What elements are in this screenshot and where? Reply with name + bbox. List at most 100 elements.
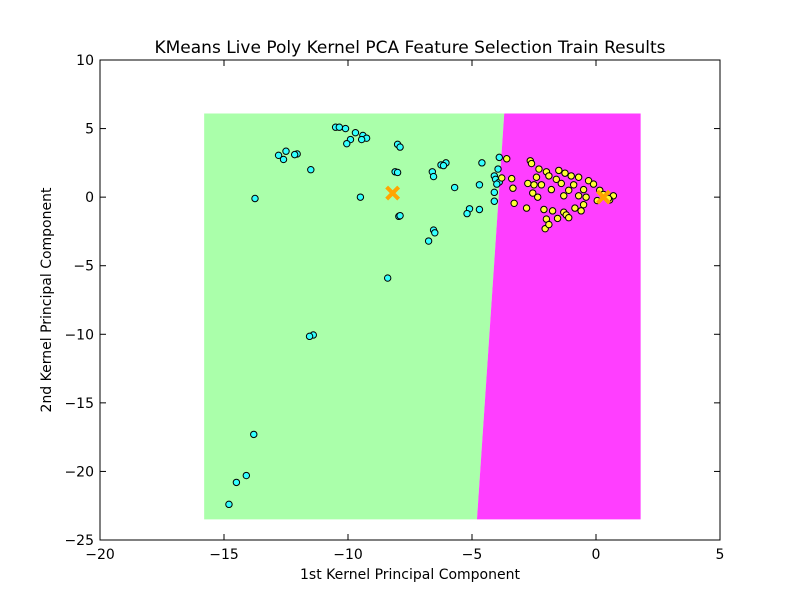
scatter-point-cluster-1 xyxy=(498,174,506,182)
scatter-point-cluster-0 xyxy=(393,168,402,177)
scatter-point-cluster-0 xyxy=(274,151,283,160)
scatter-point-cluster-0 xyxy=(335,123,344,131)
x-axis: −20 −15 −10 −5 0 5 xyxy=(85,60,724,563)
scatter-point-cluster-1 xyxy=(565,214,573,222)
scatter-point-cluster-0 xyxy=(351,128,360,137)
scatter-point-cluster-0 xyxy=(450,183,459,192)
y-axis-label: 2nd Kernel Principal Component xyxy=(39,187,55,412)
x-tick-label: 0 xyxy=(592,547,601,563)
scatter-point-cluster-0 xyxy=(242,471,251,480)
scatter-point-cluster-0 xyxy=(225,500,233,509)
scatter-point-cluster-0 xyxy=(490,197,499,205)
x-axis-label: 1st Kernel Principal Component xyxy=(300,567,520,583)
scatter-point-cluster-1 xyxy=(545,220,553,229)
scatter-point-cluster-1 xyxy=(530,181,538,189)
cluster-centroids xyxy=(385,185,611,205)
scatter-point-cluster-1 xyxy=(579,200,588,209)
scatter-point-cluster-1 xyxy=(532,173,541,181)
centroid-marker xyxy=(596,189,611,205)
scatter-point-cluster-1 xyxy=(547,185,556,194)
scatter-point-cluster-1 xyxy=(567,172,575,180)
scatter-point-cluster-0 xyxy=(495,153,503,162)
scatter-point-cluster-0 xyxy=(463,209,471,218)
scatter-point-cluster-0 xyxy=(290,150,299,159)
scatter-point-cluster-1 xyxy=(510,199,518,208)
scatter-point-cluster-0 xyxy=(279,155,288,164)
scatter-point-cluster-1 xyxy=(557,179,565,188)
scatter-point-cluster-1 xyxy=(524,179,532,188)
scatter-point-cluster-1 xyxy=(507,174,516,183)
scatter-point-cluster-1 xyxy=(561,169,569,177)
scatter-point-cluster-1 xyxy=(509,184,517,192)
scatter-points xyxy=(225,123,618,509)
scatter-point-cluster-0 xyxy=(282,147,290,155)
x-tick-label: −5 xyxy=(462,547,483,563)
scatter-point-cluster-0 xyxy=(305,332,314,341)
scatter-point-cluster-0 xyxy=(250,430,258,439)
scatter-point-cluster-0 xyxy=(475,205,484,214)
y-axis: −25 −20 −15 −10 −5 0 5 10 xyxy=(64,53,720,549)
plot-frame xyxy=(99,59,721,541)
scatter-point-cluster-1 xyxy=(589,180,598,188)
scatter-point-cluster-0 xyxy=(383,274,392,282)
scatter-point-cluster-1 xyxy=(503,155,511,163)
chart-title: KMeans Live Poly Kernel PCA Feature Sele… xyxy=(154,38,665,58)
scatter-point-cluster-0 xyxy=(490,188,499,197)
scatter-point-cluster-1 xyxy=(574,192,583,200)
scatter-point-cluster-1 xyxy=(574,173,583,181)
scatter-point-cluster-0 xyxy=(396,211,404,220)
y-tick-label: 10 xyxy=(76,53,94,69)
scatter-point-cluster-1 xyxy=(529,189,537,197)
scatter-point-cluster-0 xyxy=(475,181,484,189)
scatter-point-cluster-1 xyxy=(555,166,563,175)
scatter-point-cluster-1 xyxy=(553,214,562,223)
scatter-point-cluster-0 xyxy=(341,124,350,133)
y-tick-label: 0 xyxy=(85,190,94,206)
decision-region-cluster-1 xyxy=(476,113,641,520)
scatter-point-cluster-0 xyxy=(494,165,502,173)
scatter-point-cluster-1 xyxy=(545,172,553,180)
scatter-point-cluster-0 xyxy=(357,135,366,144)
x-tick-label: −20 xyxy=(85,547,115,563)
scatter-point-cluster-1 xyxy=(540,205,548,214)
centroid-marker xyxy=(385,185,401,201)
scatter-point-cluster-1 xyxy=(527,159,536,168)
scatter-point-cluster-1 xyxy=(560,192,568,200)
y-tick-label: −25 xyxy=(64,533,94,549)
scatter-point-cluster-0 xyxy=(424,237,433,245)
scatter-point-cluster-1 xyxy=(522,204,531,212)
decision-regions xyxy=(204,113,641,520)
scatter-point-cluster-1 xyxy=(584,176,593,185)
scatter-point-cluster-1 xyxy=(548,207,557,215)
x-tick-label: −15 xyxy=(209,547,239,563)
scatter-point-cluster-0 xyxy=(251,194,259,203)
scatter-point-cluster-0 xyxy=(307,166,315,174)
scatter-point-cluster-1 xyxy=(569,181,578,189)
scatter-point-cluster-1 xyxy=(552,175,561,184)
scatter-point-cluster-1 xyxy=(579,185,588,194)
scatter-point-cluster-1 xyxy=(535,165,543,173)
y-tick-label: −15 xyxy=(64,396,94,412)
scatter-point-cluster-1 xyxy=(582,193,590,201)
y-tick-label: −20 xyxy=(64,464,94,480)
scatter-point-cluster-1 xyxy=(577,207,585,215)
scatter-point-cluster-0 xyxy=(396,143,404,151)
decision-region-cluster-0 xyxy=(204,113,505,520)
scatter-point-cluster-0 xyxy=(431,229,439,237)
scatter-point-cluster-0 xyxy=(493,180,501,188)
scatter-point-cluster-1 xyxy=(537,181,546,189)
x-tick-label: −10 xyxy=(333,547,363,563)
scatter-point-cluster-0 xyxy=(439,161,448,170)
scatter-point-cluster-0 xyxy=(232,478,241,487)
scatter-point-cluster-0 xyxy=(356,193,365,201)
y-tick-label: 5 xyxy=(85,122,94,138)
scatter-point-cluster-0 xyxy=(429,172,438,181)
y-tick-label: −5 xyxy=(73,259,94,275)
scatter-point-cluster-0 xyxy=(478,159,486,167)
y-tick-label: −10 xyxy=(64,327,94,343)
x-tick-label: 5 xyxy=(716,547,725,563)
scatter-point-cluster-1 xyxy=(571,204,579,212)
scatter-point-cluster-1 xyxy=(534,193,542,201)
scatter-point-cluster-0 xyxy=(343,139,351,148)
